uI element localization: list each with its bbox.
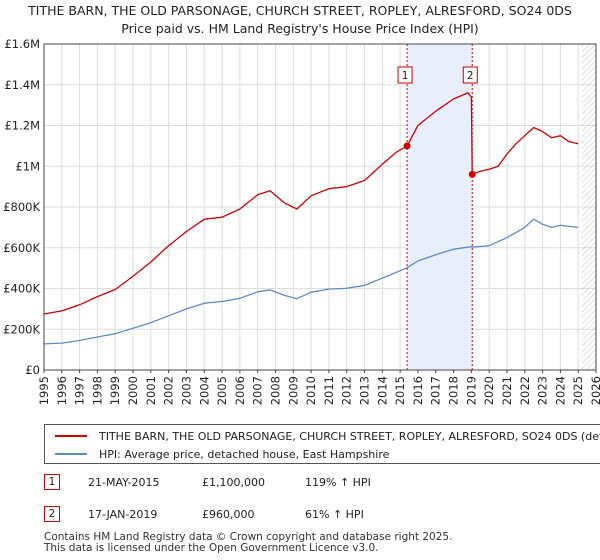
x-tick-label: 2010 [304, 376, 318, 405]
legend-swatch-hpi [55, 453, 87, 455]
holding-period-shade [407, 44, 473, 370]
x-tick-label: 2002 [162, 376, 176, 405]
chart-title: TITHE BARN, THE OLD PARSONAGE, CHURCH ST… [28, 3, 572, 18]
x-tick-label: 1996 [55, 376, 69, 405]
x-tick-label: 2009 [286, 376, 300, 405]
x-tick-label: 2020 [482, 376, 496, 405]
sale-price: £1,100,000 [202, 476, 265, 489]
hpi-line [43, 218, 579, 345]
legend-item-hpi: HPI: Average price, detached house, East… [55, 446, 389, 462]
y-tick-label: £800K [3, 200, 40, 214]
y-tick-label: £200K [3, 322, 40, 336]
y-tick-label: £1.2M [4, 119, 40, 133]
sale-point [403, 142, 411, 150]
sale-label: 1 [402, 70, 409, 82]
x-tick-label: 2006 [233, 376, 247, 405]
x-tick-label: 2023 [536, 376, 550, 405]
x-tick-label: 2007 [251, 376, 265, 405]
x-tick-label: 2001 [144, 376, 158, 405]
sale-marker-badge: 1 [44, 474, 60, 490]
sale-marker-badge: 2 [44, 506, 60, 522]
forecast-hatch [581, 44, 596, 370]
x-tick-label: 2012 [340, 376, 354, 405]
y-tick-label: £1.6M [4, 37, 40, 51]
legend-label-hpi: HPI: Average price, detached house, East… [99, 447, 390, 461]
legend-swatch-property [55, 435, 87, 437]
x-tick-label: 2015 [393, 376, 407, 405]
x-tick-label: 2005 [215, 376, 229, 405]
x-tick-label: 2000 [126, 376, 140, 405]
x-tick-label: 2016 [411, 376, 425, 405]
property-price-line [43, 92, 579, 315]
sale-label-box [397, 66, 413, 84]
x-tick-label: 2024 [553, 376, 567, 405]
legend-item-property: TITHE BARN, THE OLD PARSONAGE, CHURCH ST… [55, 428, 600, 444]
sale-date: 21-MAY-2015 [88, 476, 160, 489]
legend: TITHE BARN, THE OLD PARSONAGE, CHURCH ST… [44, 424, 600, 464]
sale-date: 17-JAN-2019 [88, 508, 158, 521]
x-tick-label: 2018 [447, 376, 461, 405]
x-tick-label: 1997 [73, 376, 87, 405]
x-tick-label: 2021 [500, 376, 514, 405]
x-tick-label: 2026 [589, 376, 600, 405]
y-tick-label: £600K [3, 241, 40, 255]
x-tick-label: 2013 [358, 376, 372, 405]
y-tick-label: £0 [25, 363, 40, 377]
y-tick-label: £1M [15, 159, 40, 173]
sale-price: £960,000 [202, 508, 255, 521]
y-tick-label: £400K [3, 282, 40, 296]
x-tick-label: 2025 [571, 376, 585, 405]
footer-copyright: Contains HM Land Registry data © Crown c… [44, 531, 453, 543]
sale-hpi-change: 119% ↑ HPI [305, 476, 371, 489]
x-tick-label: 2019 [464, 376, 478, 405]
x-tick-label: 2004 [197, 376, 211, 405]
sale-hpi-change: 61% ↑ HPI [305, 508, 364, 521]
price-chart: 1 2 £0 £200K £400K £600K £800K £1M £1.2M £1.4M £1… [3, 37, 600, 405]
footer-licence: This data is licensed under the Open Gov… [44, 542, 379, 554]
sale-label-box [462, 66, 478, 84]
x-tick-label: 2003 [179, 376, 193, 405]
x-tick-label: 1999 [108, 376, 122, 405]
legend-label-property: TITHE BARN, THE OLD PARSONAGE, CHURCH ST… [99, 429, 600, 443]
plot-frame [43, 43, 597, 371]
x-tick-label: 1995 [37, 376, 51, 405]
sale-point [468, 170, 476, 178]
chart-subtitle: Price paid vs. HM Land Registry's House … [121, 21, 479, 36]
x-tick-label: 2014 [375, 376, 389, 405]
x-tick-label: 2017 [429, 376, 443, 405]
x-tick-label: 2022 [518, 376, 532, 405]
x-tick-label: 2008 [268, 376, 282, 405]
x-tick-label: 2011 [322, 376, 336, 405]
x-tick-label: 1998 [90, 376, 104, 405]
sale-label: 2 [467, 70, 474, 82]
y-tick-label: £1.4M [4, 78, 40, 92]
